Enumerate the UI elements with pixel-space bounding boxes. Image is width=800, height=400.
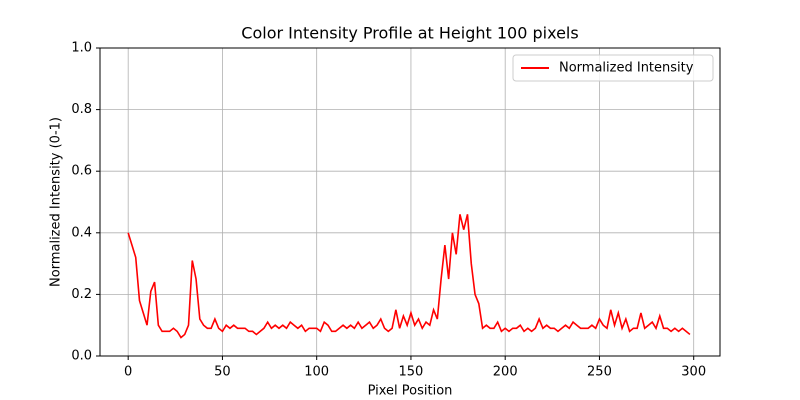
x-axis-label: Pixel Position xyxy=(368,384,453,399)
y-tick-label: 1.0 xyxy=(71,41,92,56)
legend-label: Normalized Intensity xyxy=(559,61,694,76)
x-tick-label: 100 xyxy=(304,365,329,380)
plot-frame xyxy=(99,47,721,357)
x-tick-label: 50 xyxy=(214,365,231,380)
y-tick-label: 0.2 xyxy=(71,287,92,302)
y-tick-label: 0.6 xyxy=(71,164,92,179)
y-axis-label: Normalized Intensity (0-1) xyxy=(49,117,64,287)
x-tick-label: 300 xyxy=(681,365,706,380)
x-tick-label: 150 xyxy=(399,365,424,380)
y-tick-label: 0.8 xyxy=(71,102,92,117)
x-tick-label: 250 xyxy=(587,365,612,380)
data-line xyxy=(127,214,691,339)
x-tick-label: 0 xyxy=(124,365,132,380)
y-tick-label: 0.0 xyxy=(71,349,92,364)
legend-box xyxy=(512,54,714,82)
chart-title: Color Intensity Profile at Height 100 pi… xyxy=(241,24,578,43)
y-tick-label: 0.4 xyxy=(71,225,92,240)
x-tick-label: 200 xyxy=(493,365,518,380)
